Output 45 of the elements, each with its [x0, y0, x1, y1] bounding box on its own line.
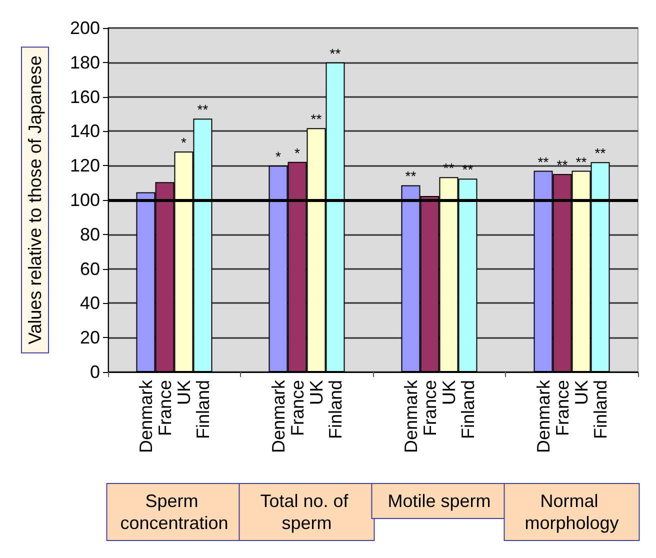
- text: Finland: [325, 380, 346, 440]
- text: Finland: [192, 380, 213, 440]
- data-label: **: [462, 162, 474, 178]
- y-tick-label: 0: [90, 362, 100, 382]
- data-label: *: [181, 134, 188, 150]
- text: Denmark: [400, 380, 421, 454]
- text: UK: [306, 380, 326, 406]
- data-label: **: [538, 154, 550, 170]
- y-tick-label: 160: [70, 86, 100, 107]
- text: UK: [438, 380, 459, 406]
- x-tick-label: Motile sperm: [388, 491, 491, 511]
- x-tick-label: Sperm concentration: [120, 491, 228, 533]
- text: Denmark: [533, 380, 554, 454]
- text: UK: [174, 380, 194, 406]
- data-label: *: [276, 148, 282, 165]
- data-label: **: [556, 157, 568, 174]
- data-label: **: [405, 168, 417, 184]
- text: Denmark: [268, 380, 288, 454]
- y-axis-title: Values relative to those of Japanese: [25, 56, 45, 344]
- y-tick-label: 120: [70, 156, 100, 176]
- x-tick-label: Normal morphology: [524, 491, 619, 533]
- data-label: **: [330, 45, 342, 62]
- data-label: **: [576, 154, 588, 170]
- text: Denmark: [136, 379, 156, 454]
- text: France: [420, 380, 440, 436]
- data-label: **: [197, 102, 209, 118]
- data-label: *: [294, 144, 301, 161]
- text: France: [552, 380, 572, 436]
- y-tick-label: 80: [80, 224, 100, 244]
- text: Finland: [590, 380, 610, 440]
- text: Finland: [458, 380, 478, 440]
- text: UK: [571, 380, 592, 406]
- data-label: **: [594, 145, 606, 162]
- text: France: [154, 380, 175, 436]
- data-label: **: [310, 111, 322, 128]
- y-tick-label: 140: [70, 121, 100, 142]
- y-tick-label: 40: [80, 293, 100, 314]
- y-tick-label: 60: [80, 258, 100, 279]
- y-tick-label: 200: [70, 18, 100, 38]
- x-tick-label: Total no. of sperm: [260, 491, 354, 533]
- text: France: [287, 380, 308, 436]
- y-tick-label: 100: [70, 190, 100, 210]
- y-tick-label: 20: [80, 328, 100, 348]
- y-tick-label: 180: [70, 52, 100, 72]
- data-label: **: [443, 160, 455, 176]
